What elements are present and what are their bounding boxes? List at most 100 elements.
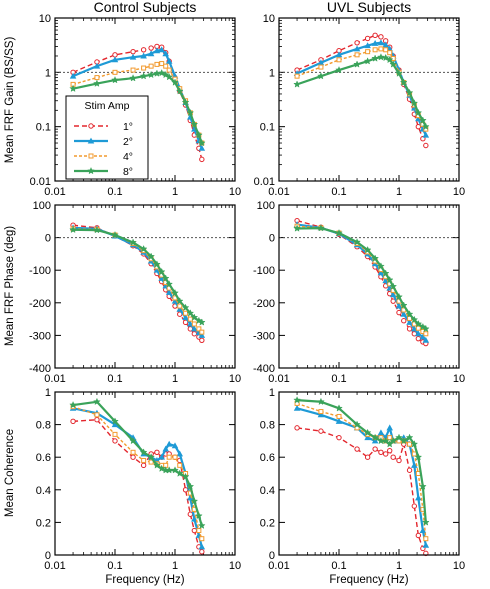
data-point-8deg: [139, 448, 148, 456]
row-y-labels: Mean FRF Gain (BS/SS) Mean FRF Phase (de…: [4, 37, 16, 518]
data-point-4deg: [415, 325, 421, 331]
x-tick-label: 0.1: [107, 560, 122, 572]
data-point-4deg: [411, 451, 417, 457]
data-point-1deg: [191, 331, 198, 337]
data-point-1deg: [423, 142, 429, 149]
x-tick-label: 1: [172, 560, 178, 572]
data-point-2deg: [415, 494, 422, 501]
data-point-8deg: [421, 324, 430, 333]
data-point-4deg: [423, 536, 429, 542]
data-point-1deg: [140, 47, 147, 53]
data-point-2deg: [158, 453, 165, 460]
data-point-1deg: [148, 45, 154, 51]
data-point-2deg: [198, 331, 206, 338]
data-point-1deg: [372, 446, 378, 452]
x-axis-titles: Frequency (Hz) Frequency (Hz): [105, 574, 408, 586]
data-point-8deg: [175, 469, 184, 477]
y-tick-label: 100: [33, 200, 51, 212]
data-point-8deg: [395, 69, 403, 77]
series-8deg: [69, 225, 206, 326]
data-point-8deg: [190, 313, 199, 321]
data-point-2deg: [176, 305, 184, 312]
column-title-uvl: UVL Subjects: [327, 0, 411, 15]
data-point-1deg: [318, 428, 324, 434]
data-point-4deg: [199, 329, 205, 335]
data-point-8deg: [377, 262, 385, 270]
ylabel-phase: Mean FRF Phase (deg): [4, 226, 16, 346]
legend-label: 8°: [123, 166, 133, 178]
data-point-4deg: [354, 52, 360, 58]
data-point-2deg: [422, 541, 430, 548]
data-point-1deg: [182, 487, 189, 493]
data-point-8deg: [129, 436, 137, 445]
data-point-1deg: [396, 309, 402, 316]
data-point-2deg: [171, 442, 179, 449]
panel-uvl-gain: 0.01 0.1 1 10 0.01 0.1 1 10: [254, 13, 466, 198]
data-point-1deg: [140, 462, 147, 469]
data-point-8deg: [414, 319, 423, 328]
x-tick-label: 0.01: [268, 560, 289, 572]
data-point-8deg: [419, 322, 427, 331]
data-point-8deg: [190, 497, 199, 505]
data-point-2deg: [419, 333, 427, 340]
data-point-4deg: [318, 409, 324, 415]
data-point-8deg: [171, 466, 179, 474]
y-tick-label: 1: [45, 387, 51, 399]
data-point-1deg: [354, 446, 360, 452]
data-point-2deg: [353, 45, 361, 52]
data-point-8deg: [293, 80, 301, 88]
data-point-8deg: [389, 282, 398, 290]
data-point-8deg: [377, 53, 385, 61]
data-point-2deg: [162, 50, 169, 57]
series-8deg: [293, 53, 430, 130]
data-point-4deg: [407, 441, 413, 447]
plot-frame: [278, 17, 460, 182]
data-point-4deg: [177, 303, 183, 309]
data-point-8deg: [197, 318, 206, 326]
x-tick-label: 1: [396, 373, 402, 385]
data-point-8deg: [410, 440, 419, 448]
x-tick-label: 1: [396, 186, 402, 198]
y-tick-label: -100: [253, 265, 275, 277]
legend-swatch-marker: [88, 153, 94, 159]
x-tick-label: 1: [172, 373, 178, 385]
data-point-8deg: [389, 436, 398, 445]
data-point-8deg: [175, 297, 184, 305]
data-point-2deg: [371, 40, 379, 46]
y-tick-label: 1: [269, 387, 275, 399]
x-tick-label: 0.1: [331, 560, 346, 572]
y-tick-label: 0: [269, 233, 275, 245]
series-line-4deg: [296, 402, 427, 539]
data-point-8deg: [181, 98, 190, 106]
data-point-8deg: [181, 303, 190, 311]
legend-label: 2°: [123, 136, 133, 148]
data-point-2deg: [419, 527, 427, 534]
legend-label: 1°: [123, 121, 133, 133]
data-point-4deg: [196, 326, 202, 332]
data-point-1deg: [130, 48, 136, 55]
y-tick-label: -400: [29, 363, 51, 375]
data-point-1deg: [415, 532, 422, 539]
data-point-4deg: [318, 64, 324, 70]
x-tick-label: 0.01: [44, 373, 65, 385]
y-tick-label: 0.01: [254, 176, 275, 188]
data-point-4deg: [130, 449, 136, 455]
series-line-1deg: [296, 219, 427, 345]
data-point-8deg: [363, 57, 372, 65]
data-point-8deg: [139, 72, 148, 80]
data-point-2deg: [191, 325, 198, 332]
y-tick-label: -400: [253, 363, 275, 375]
x-tick-label: 1: [396, 560, 402, 572]
data-point-1deg: [154, 449, 160, 456]
data-point-8deg: [363, 428, 372, 437]
data-point-1deg: [387, 447, 393, 454]
data-point-8deg: [69, 400, 77, 409]
data-point-4deg: [94, 412, 100, 418]
data-point-1deg: [406, 326, 413, 332]
data-point-1deg: [112, 52, 118, 58]
data-point-1deg: [372, 32, 378, 39]
x-tick-label: 10: [229, 560, 241, 572]
data-point-8deg: [293, 396, 301, 404]
panel-control-coherence: 0.01 0.1 1 10 0 0.2 0.4 0.6 0.8 1: [36, 387, 241, 572]
